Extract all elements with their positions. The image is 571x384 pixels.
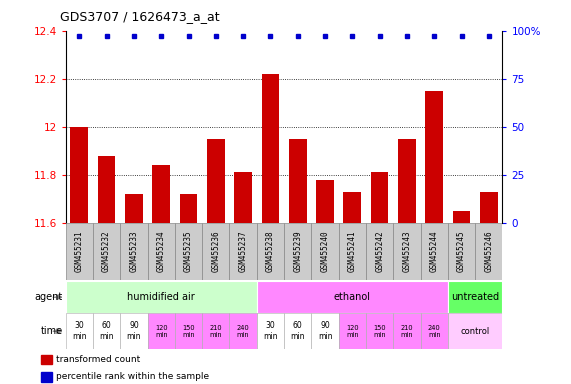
Bar	[230, 223, 257, 280]
Text: 150
min: 150 min	[373, 325, 386, 338]
Bar	[475, 223, 502, 280]
Text: 90
min: 90 min	[127, 321, 141, 341]
Text: 120
min: 120 min	[155, 325, 167, 338]
Text: humidified air: humidified air	[127, 292, 195, 302]
Bar	[366, 313, 393, 349]
Text: 60
min: 60 min	[99, 321, 114, 341]
Text: untreated: untreated	[451, 292, 499, 302]
Bar	[262, 74, 279, 223]
Bar	[339, 223, 366, 280]
Bar	[421, 313, 448, 349]
Bar	[41, 355, 53, 364]
Bar	[70, 127, 88, 223]
Bar	[66, 313, 93, 349]
Text: GSM455239: GSM455239	[293, 231, 302, 272]
Text: ethanol: ethanol	[334, 292, 371, 302]
Text: 60
min: 60 min	[291, 321, 305, 341]
Text: GSM455232: GSM455232	[102, 231, 111, 272]
Bar	[289, 139, 307, 223]
Bar	[448, 281, 502, 313]
Bar	[339, 313, 366, 349]
Text: 240
min: 240 min	[428, 325, 441, 338]
Bar	[311, 313, 339, 349]
Bar	[316, 180, 334, 223]
Bar	[284, 313, 311, 349]
Bar	[230, 313, 257, 349]
Text: agent: agent	[35, 292, 63, 302]
Text: time: time	[41, 326, 63, 336]
Bar	[257, 281, 448, 313]
Text: GSM455234: GSM455234	[156, 231, 166, 272]
Text: 210
min: 210 min	[401, 325, 413, 338]
Bar	[152, 165, 170, 223]
Bar	[120, 313, 147, 349]
Text: transformed count: transformed count	[57, 354, 140, 364]
Text: percentile rank within the sample: percentile rank within the sample	[57, 372, 210, 381]
Bar	[425, 91, 443, 223]
Text: 210
min: 210 min	[210, 325, 222, 338]
Text: GSM455238: GSM455238	[266, 231, 275, 272]
Text: GSM455240: GSM455240	[320, 231, 329, 272]
Bar	[66, 223, 93, 280]
Bar	[480, 192, 498, 223]
Text: 30
min: 30 min	[72, 321, 87, 341]
Bar	[371, 172, 388, 223]
Text: GSM455245: GSM455245	[457, 231, 466, 272]
Text: GSM455241: GSM455241	[348, 231, 357, 272]
Text: GSM455231: GSM455231	[75, 231, 84, 272]
Bar	[448, 223, 475, 280]
Bar	[175, 313, 202, 349]
Text: GSM455235: GSM455235	[184, 231, 193, 272]
Text: control: control	[461, 327, 490, 336]
Bar	[393, 223, 421, 280]
Text: GSM455243: GSM455243	[403, 231, 412, 272]
Bar	[202, 313, 230, 349]
Text: GSM455242: GSM455242	[375, 231, 384, 272]
Bar	[125, 194, 143, 223]
Bar	[448, 313, 502, 349]
Bar	[93, 313, 120, 349]
Text: GDS3707 / 1626473_a_at: GDS3707 / 1626473_a_at	[60, 10, 220, 23]
Bar	[311, 223, 339, 280]
Text: GSM455244: GSM455244	[430, 231, 439, 272]
Text: 120
min: 120 min	[346, 325, 359, 338]
Text: GSM455237: GSM455237	[239, 231, 248, 272]
Bar	[398, 139, 416, 223]
Bar	[343, 192, 361, 223]
Bar	[147, 313, 175, 349]
Text: GSM455246: GSM455246	[484, 231, 493, 272]
Bar	[393, 313, 421, 349]
Bar	[453, 211, 471, 223]
Bar	[41, 372, 53, 382]
Bar	[284, 223, 311, 280]
Bar	[147, 223, 175, 280]
Bar	[66, 281, 257, 313]
Text: GSM455233: GSM455233	[130, 231, 138, 272]
Bar	[98, 156, 115, 223]
Bar	[207, 139, 225, 223]
Text: GSM455236: GSM455236	[211, 231, 220, 272]
Bar	[257, 223, 284, 280]
Text: 240
min: 240 min	[237, 325, 250, 338]
Bar	[257, 313, 284, 349]
Bar	[180, 194, 198, 223]
Bar	[120, 223, 147, 280]
Bar	[234, 172, 252, 223]
Text: 150
min: 150 min	[182, 325, 195, 338]
Text: 90
min: 90 min	[318, 321, 332, 341]
Bar	[202, 223, 230, 280]
Bar	[93, 223, 120, 280]
Text: 30
min: 30 min	[263, 321, 278, 341]
Bar	[366, 223, 393, 280]
Bar	[175, 223, 202, 280]
Bar	[421, 223, 448, 280]
